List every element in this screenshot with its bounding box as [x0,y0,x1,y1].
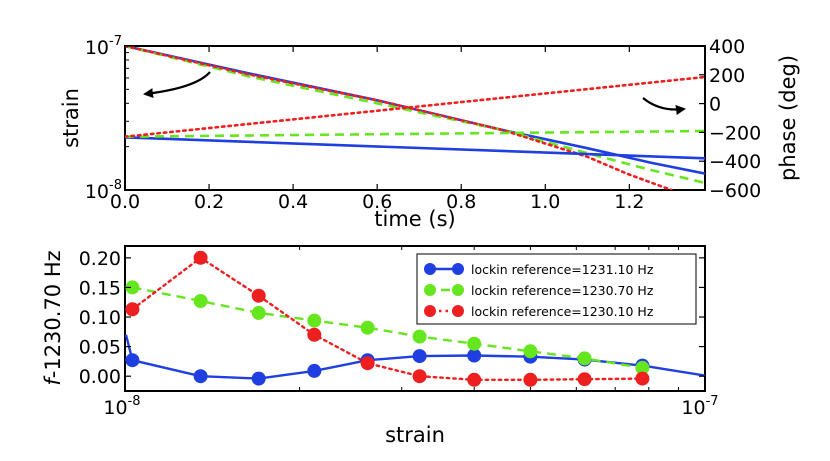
legend-marker-end-2 [452,305,464,317]
right-arrow-annotation [642,97,686,115]
bottom-data-point-s1 [307,313,322,328]
bottom-data-point-s1 [193,294,208,308]
top-x-tick-label: 0.4 [278,191,308,213]
legend-marker-end-1 [452,284,464,296]
bottom-y-axis-title: f-1230.70 Hz [41,250,65,385]
top-series-line-strain-red [125,46,673,190]
top-y-tick-label-1e-8: 10-8 [85,178,122,203]
legend-label-0: lockin reference=1231.10 Hz [471,262,654,277]
bottom-data-point-s0 [467,348,482,363]
bottom-series-group [125,250,705,387]
top-y2-ticks: −600 −400 −200 0 200 400 [699,36,761,202]
bottom-x-axis-title: strain [385,423,445,447]
legend-marker-2 [424,305,436,317]
bottom-series-line-2 [131,256,644,381]
bottom-data-point-s1 [125,280,140,295]
bottom-plot-frame [124,245,706,392]
bottom-data-point-s2 [412,369,427,384]
legend-marker-0 [424,263,436,275]
legend-marker-1 [424,284,436,296]
top-y2-tick-label: 200 [709,65,745,87]
bottom-x-tick-label-1e-8: 10-8 [103,394,140,419]
top-plot-frame [124,45,706,191]
top-x-axis-title: time (s) [374,207,455,231]
bottom-data-point-s1 [412,329,427,344]
bottom-data-point-s1 [577,351,592,366]
top-y2-axis-title: phase (deg) [776,55,800,181]
top-x-tick-label: 0.2 [194,191,224,213]
bottom-data-point-s1 [635,360,650,375]
bottom-chart-panel: 0.00 0.05 0.10 0.15 0.20 10-8 10-7 f-1230.70… [41,245,719,447]
bottom-x-tick-label-1e-7: 10-7 [681,394,718,419]
top-x-tick-label: 0.8 [446,191,476,213]
left-arrow-annotation [143,71,211,99]
legend-marker-end-0 [452,263,464,275]
top-series-group [125,46,705,190]
bottom-data-point-s2 [360,356,375,371]
bottom-data-point-s2 [635,371,650,386]
bottom-data-point-s0 [125,353,140,368]
bottom-data-point-s1 [467,336,482,351]
top-y-tick-label-1e-7: 10-7 [85,34,122,59]
bottom-y-ticks: 0.00 0.05 0.10 0.15 0.20 [79,248,705,388]
legend-label-1: lockin reference=1230.70 Hz [471,283,654,298]
top-chart-panel: 0.0 0.2 0.4 0.6 0.8 1.0 1.2 −600 −400 −200 0 200 40… [59,34,800,231]
top-y-minor-ticks [125,45,133,191]
top-x-tick-label: 1.2 [614,191,644,213]
top-y-axis-title: strain [59,88,83,148]
bottom-data-point-s1 [360,320,375,335]
top-x-tick-label: 1.0 [530,191,560,213]
top-x-tick-label: 0.6 [362,191,392,213]
bottom-x-minor-ticks [299,246,679,391]
bottom-y-tick-label: 0.15 [79,277,121,299]
bottom-y-tick-label: 0.00 [79,366,121,388]
top-series-line-phase-blue [125,136,705,160]
legend: lockin reference=1231.10 Hz lockin refere… [416,253,697,325]
top-y2-tick-label: −400 [709,151,761,173]
bottom-data-point-s0 [307,363,322,378]
top-y2-tick-label: 400 [709,36,745,58]
top-series-line-phase-green [125,129,705,138]
bottom-data-point-s0 [193,369,208,384]
bottom-data-point-s2 [467,372,482,387]
top-series-line-phase-red [125,75,705,138]
bottom-data-point-s2 [193,250,208,265]
bottom-data-point-s0 [251,371,266,386]
bottom-data-point-s0 [412,349,427,364]
top-x-ticks: 0.0 0.2 0.4 0.6 0.8 1.0 1.2 [110,46,644,213]
bottom-y-tick-label: 0.10 [79,307,121,329]
top-x-tick-label: 0.0 [110,191,140,213]
bottom-data-point-s2 [251,288,266,303]
legend-label-2: lockin reference=1230.10 Hz [471,304,654,319]
top-y2-tick-label: −200 [709,122,761,144]
bottom-y-tick-label: 0.05 [79,337,121,359]
bottom-data-point-s1 [523,344,538,359]
bottom-data-point-s2 [125,302,140,317]
bottom-data-point-s2 [307,327,322,342]
bottom-data-point-s1 [251,305,266,320]
bottom-data-point-s2 [577,372,592,387]
top-y2-tick-label: −600 [709,180,761,202]
bottom-y-tick-label: 0.20 [79,248,121,270]
top-y2-tick-label: 0 [709,94,721,116]
bottom-data-point-s2 [523,372,538,387]
